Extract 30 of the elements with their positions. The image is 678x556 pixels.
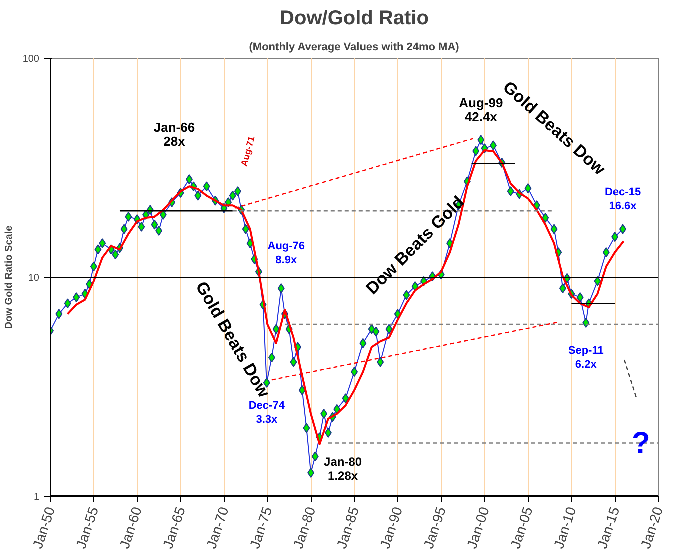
x-tick-label: Jan-80 xyxy=(290,504,319,551)
x-tick-label: Jan-60 xyxy=(116,504,146,551)
y-tick-label: 1 xyxy=(34,492,40,503)
x-tick-label: Jan-00 xyxy=(464,504,492,551)
x-tick-label: Jan-90 xyxy=(376,504,406,551)
x-tick-label: Jan-20 xyxy=(637,504,666,551)
annotation: Jan-80 1.28x xyxy=(324,455,362,484)
x-tick-label: Jan-85 xyxy=(333,504,362,551)
annotation: Dec-74 3.3x xyxy=(248,400,286,426)
x-tick-label: Jan-05 xyxy=(507,504,536,551)
x-tick-label: Jan-65 xyxy=(160,504,188,551)
chart-title: Dow/Gold Ratio xyxy=(280,8,429,30)
annotation: Aug-99 42.4x xyxy=(459,96,504,125)
y-tick-label: 10 xyxy=(28,273,40,284)
x-tick-label: Jan-15 xyxy=(594,504,623,551)
annotation: Aug-71 xyxy=(239,135,257,168)
chart-subtitle: (Monthly Average Values with 24mo MA) xyxy=(249,42,460,54)
x-tick-label: Jan-10 xyxy=(550,504,580,551)
annotation: ? xyxy=(632,426,650,460)
x-tick-label: Jan-50 xyxy=(29,504,58,551)
annotation: Dec-15 16.6x xyxy=(604,186,642,212)
x-tick-label: Jan-70 xyxy=(203,504,232,551)
x-tick-label: Jan-75 xyxy=(246,504,276,551)
annotation: Aug-76 8.9x xyxy=(268,240,306,267)
y-axis-title: Dow Gold Ratio Scale xyxy=(4,225,15,330)
x-tick-label: Jan-95 xyxy=(420,504,450,551)
annotation: Sep-11 6.2x xyxy=(568,344,604,371)
y-tick-label: 100 xyxy=(22,54,40,65)
x-tick-label: Jan-55 xyxy=(72,504,102,551)
annotation: Jan-66 28x xyxy=(154,120,196,150)
